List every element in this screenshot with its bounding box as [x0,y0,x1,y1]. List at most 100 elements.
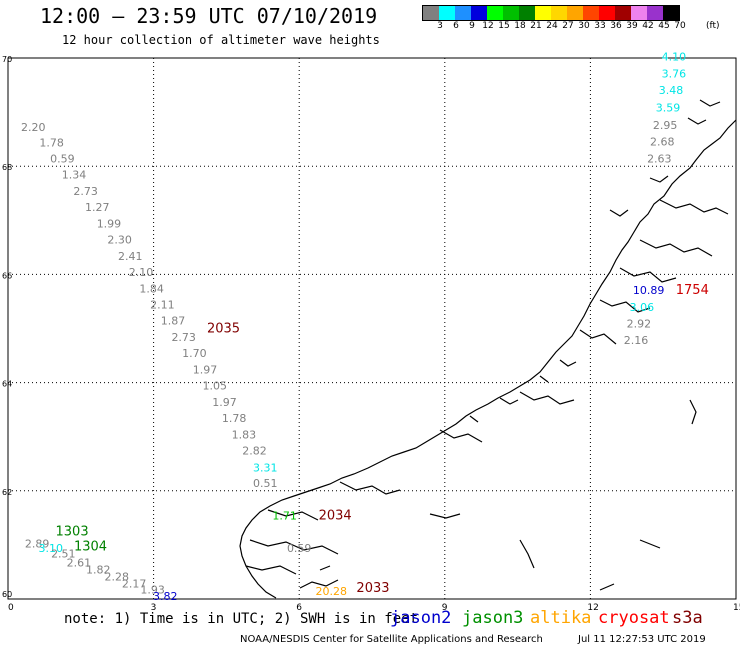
y-tick-label: 66 [2,271,12,280]
coastline-fjord-8 [339,481,401,495]
legend-swatch [471,6,487,20]
footer-timestamp: Jul 11 12:27:53 UTC 2019 [578,634,706,645]
pass-time-label: 2034 [319,508,352,523]
legend-label: 9 [469,21,475,31]
wave-height-reading: 2.17 [122,578,147,591]
satellite-label: altika [530,608,592,628]
wave-height-reading: 2.82 [242,445,267,458]
wave-height-reading: 2.11 [150,298,175,311]
wave-height-reading: 2.16 [624,334,649,347]
legend-label: 21 [530,21,542,31]
grid-lines [8,58,736,599]
wave-height-reading: 1.70 [182,347,207,360]
pass-time-label: 2035 [207,321,240,336]
wave-height-reading: 0.51 [253,477,278,490]
wave-height-reading: 2.30 [107,234,132,247]
coastline-lake-5 [689,399,697,425]
satellite-label: cryosat [598,608,670,628]
pass-time-label: 1304 [74,539,107,554]
legend-label: 12 [482,21,494,31]
wave-height-reading: 2.61 [67,557,92,570]
wave-height-reading: 2.68 [650,136,675,149]
x-tick-label: 9 [442,603,448,613]
satellite-label: s3a [672,608,703,628]
y-tick-label: 70 [2,55,12,64]
legend-label: 24 [546,21,558,31]
wave-height-reading: 0.59 [287,542,312,555]
x-tick-label: 3 [151,603,157,613]
wave-height-reading: 10.89 [633,284,665,297]
legend-label: 18 [514,21,526,31]
coastline-lake-4 [599,583,615,591]
wave-height-reading: 1.93 [140,584,165,597]
legend-swatch [631,6,647,20]
coastline-fjord-4 [599,299,651,313]
wave-height-reading: 2.63 [647,152,672,165]
legend-swatch [615,6,631,20]
coastline-islands-north [609,99,721,217]
wave-height-reading: 2.95 [653,119,678,132]
legend-swatch [487,6,503,20]
legend-swatch [599,6,615,20]
wave-height-reading: 1.05 [203,380,228,393]
wave-height-reading: 2.92 [627,317,652,330]
pass-time-label: 1754 [676,283,709,298]
wave-height-reading: 1.34 [62,169,87,182]
legend-label: 36 [610,21,622,31]
axis-ticks: 0 3 6 9 12 15 60 62 64 66 68 70 [2,55,740,613]
wave-height-reading: 2.20 [21,121,46,134]
legend-label: 39 [626,21,638,31]
wave-height-reading: 3.31 [253,461,278,474]
x-tick-label: 6 [296,603,302,613]
legend-unit: (ft) [706,21,720,31]
y-tick-label: 60 [2,590,12,599]
coastline-fjord-3 [619,267,677,283]
wave-height-reading: 2.73 [171,331,196,344]
wave-height-reading: 2.28 [104,571,129,584]
wave-height-reading: 1.83 [232,428,257,441]
wave-height-reading: 0.59 [50,152,75,165]
wave-height-reading: 1.97 [193,363,218,376]
y-tick-label: 64 [2,380,12,389]
wave-height-reading: 2.10 [129,266,154,279]
wave-height-reading: 1.97 [212,396,237,409]
legend-swatch [423,6,439,20]
wave-height-reading: 4.10 [662,51,687,64]
coastline-fjord-9 [267,509,319,521]
wave-height-reading: 1.87 [161,315,186,328]
legend-swatch [439,6,455,20]
wave-height-reading: 1.78 [222,412,247,425]
coastline [239,99,737,599]
coastline-islands-mid [469,359,577,423]
coastline-mainland [239,119,737,599]
satellite-label: jason3 [462,608,524,628]
wave-height-reading: 2.73 [73,185,98,198]
coastline-fjord-6 [519,391,575,405]
y-tick-label: 68 [2,163,12,172]
wave-height-reading: 2.51 [51,547,76,560]
footer-credit: NOAA/NESDIS Center for Satellite Applica… [240,634,543,645]
wave-height-reading: 3.06 [630,301,655,314]
coastline-fjord-1 [659,199,729,215]
coastline-fjord-5 [579,329,617,345]
legend-label: 15 [498,21,510,31]
coastline-lake-3 [639,539,661,549]
legend-label: 33 [594,21,606,31]
legend-label: 30 [578,21,590,31]
y-tick-label: 62 [2,488,12,497]
map-title: 12:00 – 23:59 UTC 07/10/2019 [40,4,378,28]
legend-swatch [663,6,679,20]
legend-swatch [647,6,663,20]
wave-height-reading: 3.82 [153,590,178,603]
x-tick-label: 0 [8,603,14,613]
wave-height-reading: 1.99 [97,217,122,230]
legend-label: 3 [437,21,443,31]
wave-height-reading: 3.48 [659,84,684,97]
wave-height-reading: 3.10 [38,542,63,555]
legend-label: 27 [562,21,574,31]
footer-note: note: 1) Time is in UTC; 2) SWH is in fe… [64,611,419,627]
pass-time-label: 1303 [56,525,89,540]
coastline-lake-1 [429,513,461,519]
